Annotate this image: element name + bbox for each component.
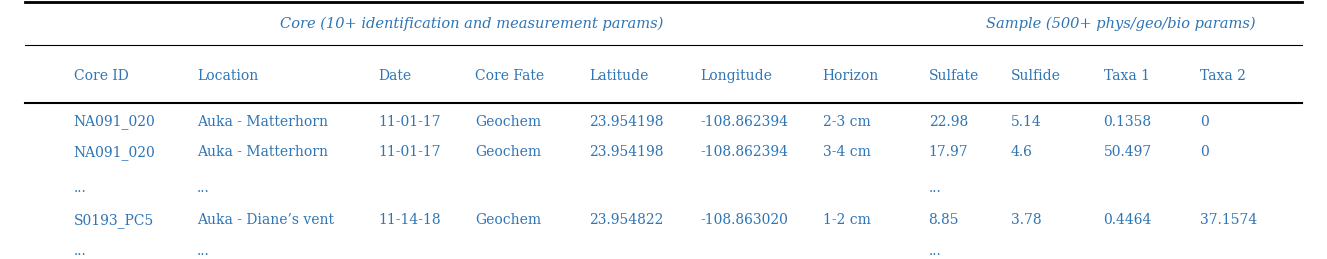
- Text: Sample (500+ phys/geo/bio params): Sample (500+ phys/geo/bio params): [986, 16, 1255, 31]
- Text: 23.954822: 23.954822: [589, 213, 664, 227]
- Text: 8.85: 8.85: [929, 213, 959, 227]
- Text: ...: ...: [73, 181, 86, 195]
- Text: Latitude: Latitude: [589, 69, 649, 83]
- Text: Location: Location: [196, 69, 259, 83]
- Text: S0193_PC5: S0193_PC5: [73, 213, 154, 228]
- Text: 0: 0: [1201, 115, 1209, 129]
- Text: -108.862394: -108.862394: [701, 145, 788, 159]
- Text: Longitude: Longitude: [701, 69, 772, 83]
- Text: Geochem: Geochem: [475, 145, 541, 159]
- Text: Auka - Diane’s vent: Auka - Diane’s vent: [196, 213, 334, 227]
- Text: 0: 0: [1201, 145, 1209, 159]
- Text: 0.4464: 0.4464: [1104, 213, 1152, 227]
- Text: -108.862394: -108.862394: [701, 115, 788, 129]
- Text: Sulfide: Sulfide: [1011, 69, 1060, 83]
- Text: 22.98: 22.98: [929, 115, 967, 129]
- Text: 11-14-18: 11-14-18: [378, 213, 441, 227]
- Text: 4.6: 4.6: [1011, 145, 1032, 159]
- Text: -108.863020: -108.863020: [701, 213, 788, 227]
- Text: Auka - Matterhorn: Auka - Matterhorn: [196, 115, 328, 129]
- Text: Taxa 2: Taxa 2: [1201, 69, 1246, 83]
- Text: ...: ...: [929, 181, 941, 195]
- Text: ...: ...: [929, 244, 941, 258]
- Text: 1-2 cm: 1-2 cm: [823, 213, 871, 227]
- Text: 11-01-17: 11-01-17: [378, 115, 441, 129]
- Text: 50.497: 50.497: [1104, 145, 1152, 159]
- Text: Sulfate: Sulfate: [929, 69, 979, 83]
- Text: Horizon: Horizon: [823, 69, 878, 83]
- Text: NA091_020: NA091_020: [73, 145, 155, 160]
- Text: 23.954198: 23.954198: [589, 145, 664, 159]
- Text: 3.78: 3.78: [1011, 213, 1042, 227]
- Text: Core (10+ identification and measurement params): Core (10+ identification and measurement…: [280, 16, 664, 31]
- Text: ...: ...: [196, 244, 210, 258]
- Text: ...: ...: [196, 181, 210, 195]
- Text: Geochem: Geochem: [475, 213, 541, 227]
- Text: 11-01-17: 11-01-17: [378, 145, 441, 159]
- Text: Core ID: Core ID: [73, 69, 129, 83]
- Text: 0.1358: 0.1358: [1104, 115, 1152, 129]
- Text: 23.954198: 23.954198: [589, 115, 664, 129]
- Text: NA091_020: NA091_020: [73, 114, 155, 130]
- Text: 37.1574: 37.1574: [1201, 213, 1258, 227]
- Text: Core Fate: Core Fate: [475, 69, 544, 83]
- Text: 17.97: 17.97: [929, 145, 969, 159]
- Text: Taxa 1: Taxa 1: [1104, 69, 1149, 83]
- Text: 2-3 cm: 2-3 cm: [823, 115, 871, 129]
- Text: Auka - Matterhorn: Auka - Matterhorn: [196, 145, 328, 159]
- Text: 5.14: 5.14: [1011, 115, 1042, 129]
- Text: Date: Date: [378, 69, 411, 83]
- Text: Geochem: Geochem: [475, 115, 541, 129]
- Text: 3-4 cm: 3-4 cm: [823, 145, 871, 159]
- Text: ...: ...: [73, 244, 86, 258]
